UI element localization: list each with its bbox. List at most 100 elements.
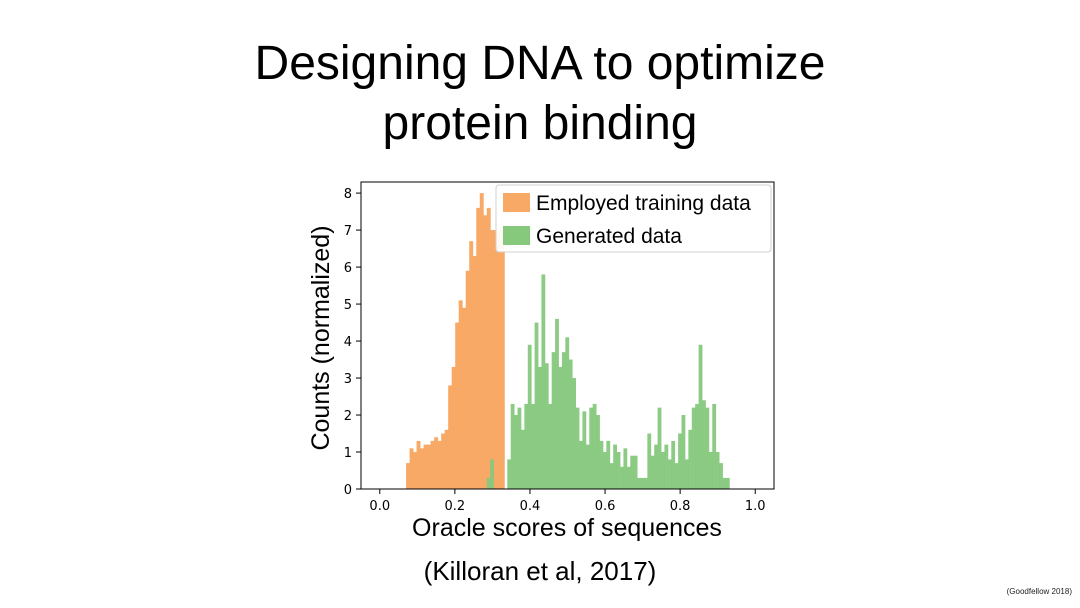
generated-bar	[524, 403, 529, 489]
generated-bar	[572, 378, 577, 489]
x-tick-label: 1.0	[745, 499, 766, 514]
legend-label-training: Employed training data	[536, 192, 751, 215]
training-bar	[413, 452, 417, 489]
training-bar	[434, 437, 439, 489]
generated-bar	[585, 444, 590, 489]
y-tick-label: 6	[344, 261, 352, 276]
generated-bar	[527, 344, 532, 489]
generated-bar	[599, 440, 604, 489]
generated-bar	[589, 407, 594, 489]
legend: Employed training data Generated data	[495, 184, 772, 253]
generated-bar	[708, 452, 713, 489]
training-bar	[441, 433, 446, 489]
training-bar	[462, 307, 467, 489]
training-bar	[486, 207, 491, 489]
generated-bar	[633, 455, 638, 489]
generated-bar	[643, 477, 648, 489]
y-tick-label: 7	[344, 224, 352, 239]
generated-bar	[575, 407, 580, 489]
x-tick-label: 0.4	[520, 499, 541, 514]
generated-bar	[678, 433, 682, 489]
generated-bar	[674, 463, 679, 489]
generated-bar	[616, 452, 621, 489]
generated-bar	[671, 440, 676, 489]
generated-bar	[725, 477, 730, 489]
legend-swatch-generated	[503, 226, 530, 245]
training-bar	[409, 448, 414, 489]
y-tick-label: 2	[344, 409, 352, 424]
generated-bar	[531, 403, 536, 489]
generated-bar	[507, 459, 512, 489]
training-bar	[500, 230, 505, 489]
x-axis-ticks: 0.0 0.2 0.4 0.6 0.8 1.0	[369, 489, 766, 514]
generated-bar	[538, 366, 542, 489]
generated-bar	[555, 318, 559, 489]
generated-bar	[647, 433, 652, 489]
generated-bar	[681, 415, 686, 489]
training-bar	[448, 385, 453, 489]
slide-title-line-2: protein binding	[382, 97, 698, 150]
generated-bar	[695, 403, 700, 489]
generated-bar	[712, 403, 717, 489]
plot-frame	[360, 181, 775, 490]
generated-bar	[667, 459, 672, 489]
training-bar	[423, 444, 428, 489]
y-axis-label: Counts (normalized)	[307, 225, 335, 450]
generated-bar	[654, 444, 659, 489]
y-tick-label: 4	[344, 335, 352, 350]
training-bar	[416, 440, 421, 489]
y-tick-label: 1	[344, 446, 352, 461]
generated-bar	[620, 466, 624, 489]
training-bar	[406, 463, 410, 489]
training-bar	[430, 440, 435, 489]
training-bar	[437, 440, 442, 489]
training-bar	[458, 300, 463, 489]
generated-bar	[606, 440, 611, 489]
x-tick-label: 0.6	[595, 499, 616, 514]
generated-bar	[688, 429, 693, 489]
training-bar	[444, 429, 449, 489]
generated-bar	[579, 440, 583, 489]
generated-bar	[626, 466, 631, 489]
generated-bar	[684, 459, 689, 489]
training-bar	[465, 270, 470, 489]
generated-bar	[561, 352, 566, 489]
y-axis-ticks: 0 1 2 3 4 5 6 7 8	[344, 187, 361, 498]
generated-bar	[630, 455, 635, 489]
y-tick-label: 3	[344, 372, 352, 387]
generated-bar	[623, 448, 628, 489]
generated-bar	[722, 477, 727, 489]
training-bar	[479, 193, 484, 489]
generated-bar	[517, 407, 522, 489]
generated-bar	[596, 415, 600, 489]
slide-title-line-1: Designing DNA to optimize	[254, 37, 826, 90]
training-bar	[455, 322, 460, 489]
generated-bar	[490, 459, 495, 489]
citation: (Killoran et al, 2017)	[423, 556, 657, 586]
generated-bar	[698, 344, 703, 489]
generated-bars	[486, 274, 730, 489]
x-tick-label: 0.8	[670, 499, 691, 514]
generated-bar	[691, 407, 696, 489]
image-credit: (Goodfellow 2018)	[1006, 587, 1072, 596]
generated-bar	[705, 407, 710, 489]
training-bar	[451, 366, 456, 489]
generated-bar	[613, 444, 618, 489]
generated-bar	[514, 415, 518, 489]
generated-bar	[715, 452, 720, 489]
y-tick-label: 8	[344, 187, 352, 202]
x-tick-label: 0.0	[369, 499, 390, 514]
x-axis-label: Oracle scores of sequences	[412, 514, 722, 542]
training-bars	[406, 193, 505, 490]
generated-bar	[661, 452, 665, 489]
generated-bar	[520, 429, 525, 489]
training-bar	[476, 207, 481, 489]
generated-bar	[486, 477, 491, 489]
generated-bar	[640, 477, 645, 489]
generated-bar	[510, 403, 515, 489]
generated-bar	[702, 400, 706, 489]
legend-swatch-training	[503, 193, 530, 212]
generated-bar	[582, 411, 587, 489]
generated-bar	[592, 403, 597, 489]
training-bar	[497, 230, 502, 489]
